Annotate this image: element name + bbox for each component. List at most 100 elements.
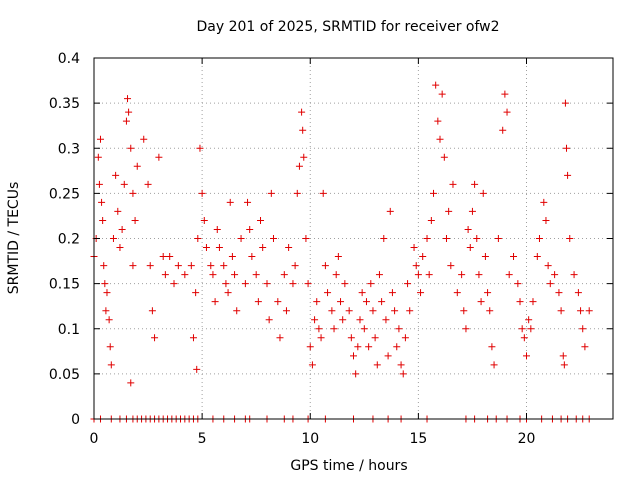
data-point xyxy=(131,216,139,224)
data-point xyxy=(468,207,476,215)
data-point xyxy=(354,343,362,351)
data-point xyxy=(585,307,593,315)
data-point xyxy=(319,189,327,197)
data-point xyxy=(109,235,117,242)
data-point xyxy=(129,262,137,270)
data-point xyxy=(499,126,507,134)
data-point xyxy=(564,171,572,179)
data-point xyxy=(371,334,379,342)
data-point xyxy=(442,235,450,242)
data-point xyxy=(293,189,301,197)
data-point xyxy=(380,235,388,242)
data-point xyxy=(414,271,422,279)
data-point xyxy=(244,198,252,206)
data-point xyxy=(358,289,366,297)
data-point xyxy=(391,307,399,315)
data-point xyxy=(133,162,141,170)
data-point xyxy=(477,298,485,306)
data-point xyxy=(410,244,418,252)
data-point xyxy=(274,298,282,306)
data-point xyxy=(529,298,537,306)
data-point xyxy=(99,216,107,224)
data-point xyxy=(436,135,444,143)
data-point xyxy=(360,325,368,333)
data-point xyxy=(471,180,479,188)
data-point xyxy=(527,325,535,333)
data-point xyxy=(282,307,290,315)
data-point xyxy=(95,180,103,188)
data-point xyxy=(460,307,468,315)
data-point xyxy=(445,207,453,215)
y-tick-label: 0.4 xyxy=(58,51,80,67)
data-point xyxy=(189,334,197,342)
data-point xyxy=(120,180,128,188)
data-point xyxy=(127,144,135,152)
data-point xyxy=(484,289,492,297)
data-point xyxy=(393,343,401,351)
data-point xyxy=(352,370,360,378)
data-point xyxy=(196,144,204,152)
data-point xyxy=(118,225,126,233)
data-point xyxy=(417,289,425,297)
data-point xyxy=(315,325,323,333)
data-point xyxy=(107,361,115,369)
data-point xyxy=(122,117,130,125)
data-point xyxy=(438,90,446,98)
data-point xyxy=(449,180,457,188)
data-point xyxy=(170,280,178,288)
data-point xyxy=(490,361,498,369)
data-point xyxy=(259,244,267,252)
data-point xyxy=(306,343,314,351)
data-point xyxy=(518,325,526,333)
data-point xyxy=(289,280,297,288)
data-point xyxy=(96,135,104,143)
data-point xyxy=(103,289,111,297)
plot-frame xyxy=(93,57,614,420)
x-tick-label: 0 xyxy=(90,431,99,447)
data-point xyxy=(505,271,513,279)
data-point xyxy=(237,235,245,242)
data-point xyxy=(300,153,308,161)
y-tick-label: 0.1 xyxy=(58,322,80,338)
data-point xyxy=(200,216,208,224)
data-point xyxy=(155,153,163,161)
data-point xyxy=(298,108,306,116)
data-point xyxy=(124,95,132,103)
data-point xyxy=(209,271,217,279)
data-point xyxy=(555,289,563,297)
data-point xyxy=(544,262,552,270)
data-point xyxy=(341,280,349,288)
data-point xyxy=(339,316,347,324)
data-point xyxy=(510,253,518,261)
y-tick-label: 0.05 xyxy=(49,367,80,383)
data-point xyxy=(101,280,109,288)
data-point xyxy=(125,108,133,116)
data-point xyxy=(542,216,550,224)
data-point xyxy=(187,262,195,270)
data-point xyxy=(302,235,310,242)
data-point xyxy=(382,316,390,324)
data-point xyxy=(579,325,587,333)
data-point xyxy=(106,343,114,351)
data-point xyxy=(202,244,210,252)
data-point xyxy=(473,235,481,242)
data-point xyxy=(140,135,148,143)
data-point xyxy=(419,253,427,261)
data-point xyxy=(523,352,530,360)
data-point xyxy=(350,352,357,360)
data-point xyxy=(462,325,470,333)
data-point xyxy=(194,235,202,242)
data-point xyxy=(566,235,574,242)
data-point xyxy=(308,361,316,369)
x-tick-label: 15 xyxy=(409,431,427,447)
data-point xyxy=(334,253,342,261)
y-tick-label: 0.15 xyxy=(49,277,80,293)
data-point xyxy=(330,325,338,333)
data-point xyxy=(540,198,548,206)
data-point xyxy=(313,298,321,306)
data-point xyxy=(151,334,159,342)
data-point xyxy=(174,262,182,270)
data-point xyxy=(458,271,466,279)
data-point xyxy=(321,262,329,270)
data-point xyxy=(520,334,528,342)
